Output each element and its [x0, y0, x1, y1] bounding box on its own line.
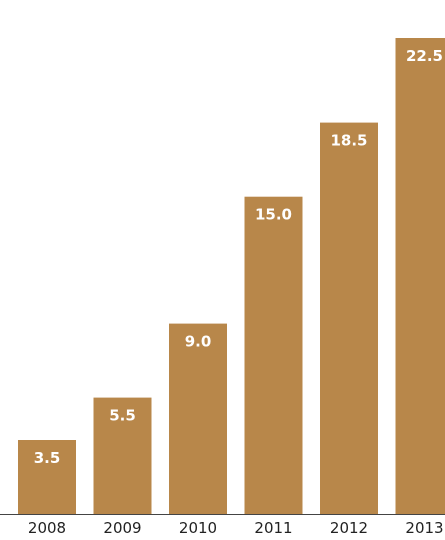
- bars-layer: [18, 38, 445, 514]
- bar-2013: [396, 38, 445, 514]
- value-label-2013: 22.5: [406, 47, 443, 65]
- value-label-2012: 18.5: [330, 132, 367, 150]
- x-tick-label-2013: 2013: [405, 519, 443, 535]
- bar-2012: [320, 123, 378, 514]
- x-tick-label-2011: 2011: [254, 519, 292, 535]
- value-label-2011: 15.0: [255, 206, 292, 224]
- bar-2010: [169, 324, 227, 514]
- value-label-2009: 5.5: [109, 407, 136, 425]
- x-tick-label-2008: 2008: [28, 519, 66, 535]
- x-tick-label-2010: 2010: [179, 519, 217, 535]
- x-axis-tick-labels: 2008 2009 2010 2011 2012 2013: [28, 519, 444, 535]
- value-label-2010: 9.0: [185, 333, 212, 351]
- x-tick-label-2009: 2009: [103, 519, 141, 535]
- value-label-2008: 3.5: [34, 449, 61, 467]
- bar-2011: [245, 197, 303, 514]
- x-tick-label-2012: 2012: [330, 519, 368, 535]
